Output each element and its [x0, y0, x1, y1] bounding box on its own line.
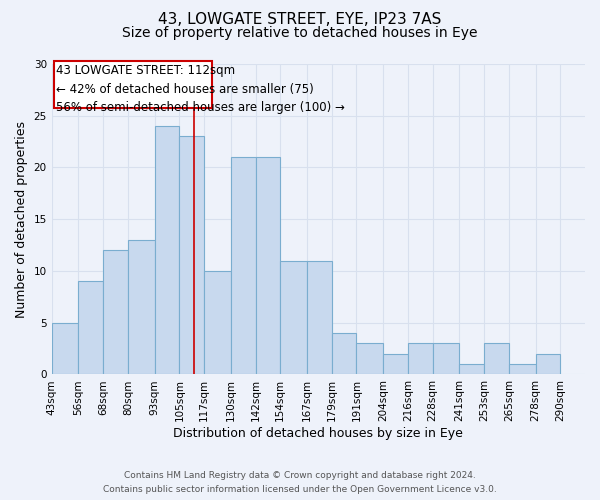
Bar [433, 344, 460, 374]
Bar [536, 354, 560, 374]
Bar [204, 271, 231, 374]
Text: Size of property relative to detached houses in Eye: Size of property relative to detached ho… [122, 26, 478, 40]
Bar [179, 136, 204, 374]
Text: 43, LOWGATE STREET, EYE, IP23 7AS: 43, LOWGATE STREET, EYE, IP23 7AS [158, 12, 442, 28]
Bar [52, 322, 79, 374]
Bar [280, 260, 307, 374]
Text: 43 LOWGATE STREET: 112sqm
← 42% of detached houses are smaller (75)
56% of semi-: 43 LOWGATE STREET: 112sqm ← 42% of detac… [56, 64, 344, 114]
Bar [231, 157, 256, 374]
X-axis label: Distribution of detached houses by size in Eye: Distribution of detached houses by size … [173, 427, 463, 440]
Bar [256, 157, 280, 374]
Bar [332, 333, 356, 374]
Bar [484, 344, 509, 374]
FancyBboxPatch shape [54, 61, 212, 108]
Y-axis label: Number of detached properties: Number of detached properties [15, 120, 28, 318]
Bar [307, 260, 332, 374]
Bar [128, 240, 155, 374]
Bar [79, 282, 103, 374]
Text: Contains HM Land Registry data © Crown copyright and database right 2024.: Contains HM Land Registry data © Crown c… [124, 472, 476, 480]
Bar [356, 344, 383, 374]
Bar [383, 354, 408, 374]
Bar [460, 364, 484, 374]
Bar [408, 344, 433, 374]
Bar [509, 364, 536, 374]
Bar [155, 126, 179, 374]
Bar [103, 250, 128, 374]
Text: Contains public sector information licensed under the Open Government Licence v3: Contains public sector information licen… [103, 484, 497, 494]
